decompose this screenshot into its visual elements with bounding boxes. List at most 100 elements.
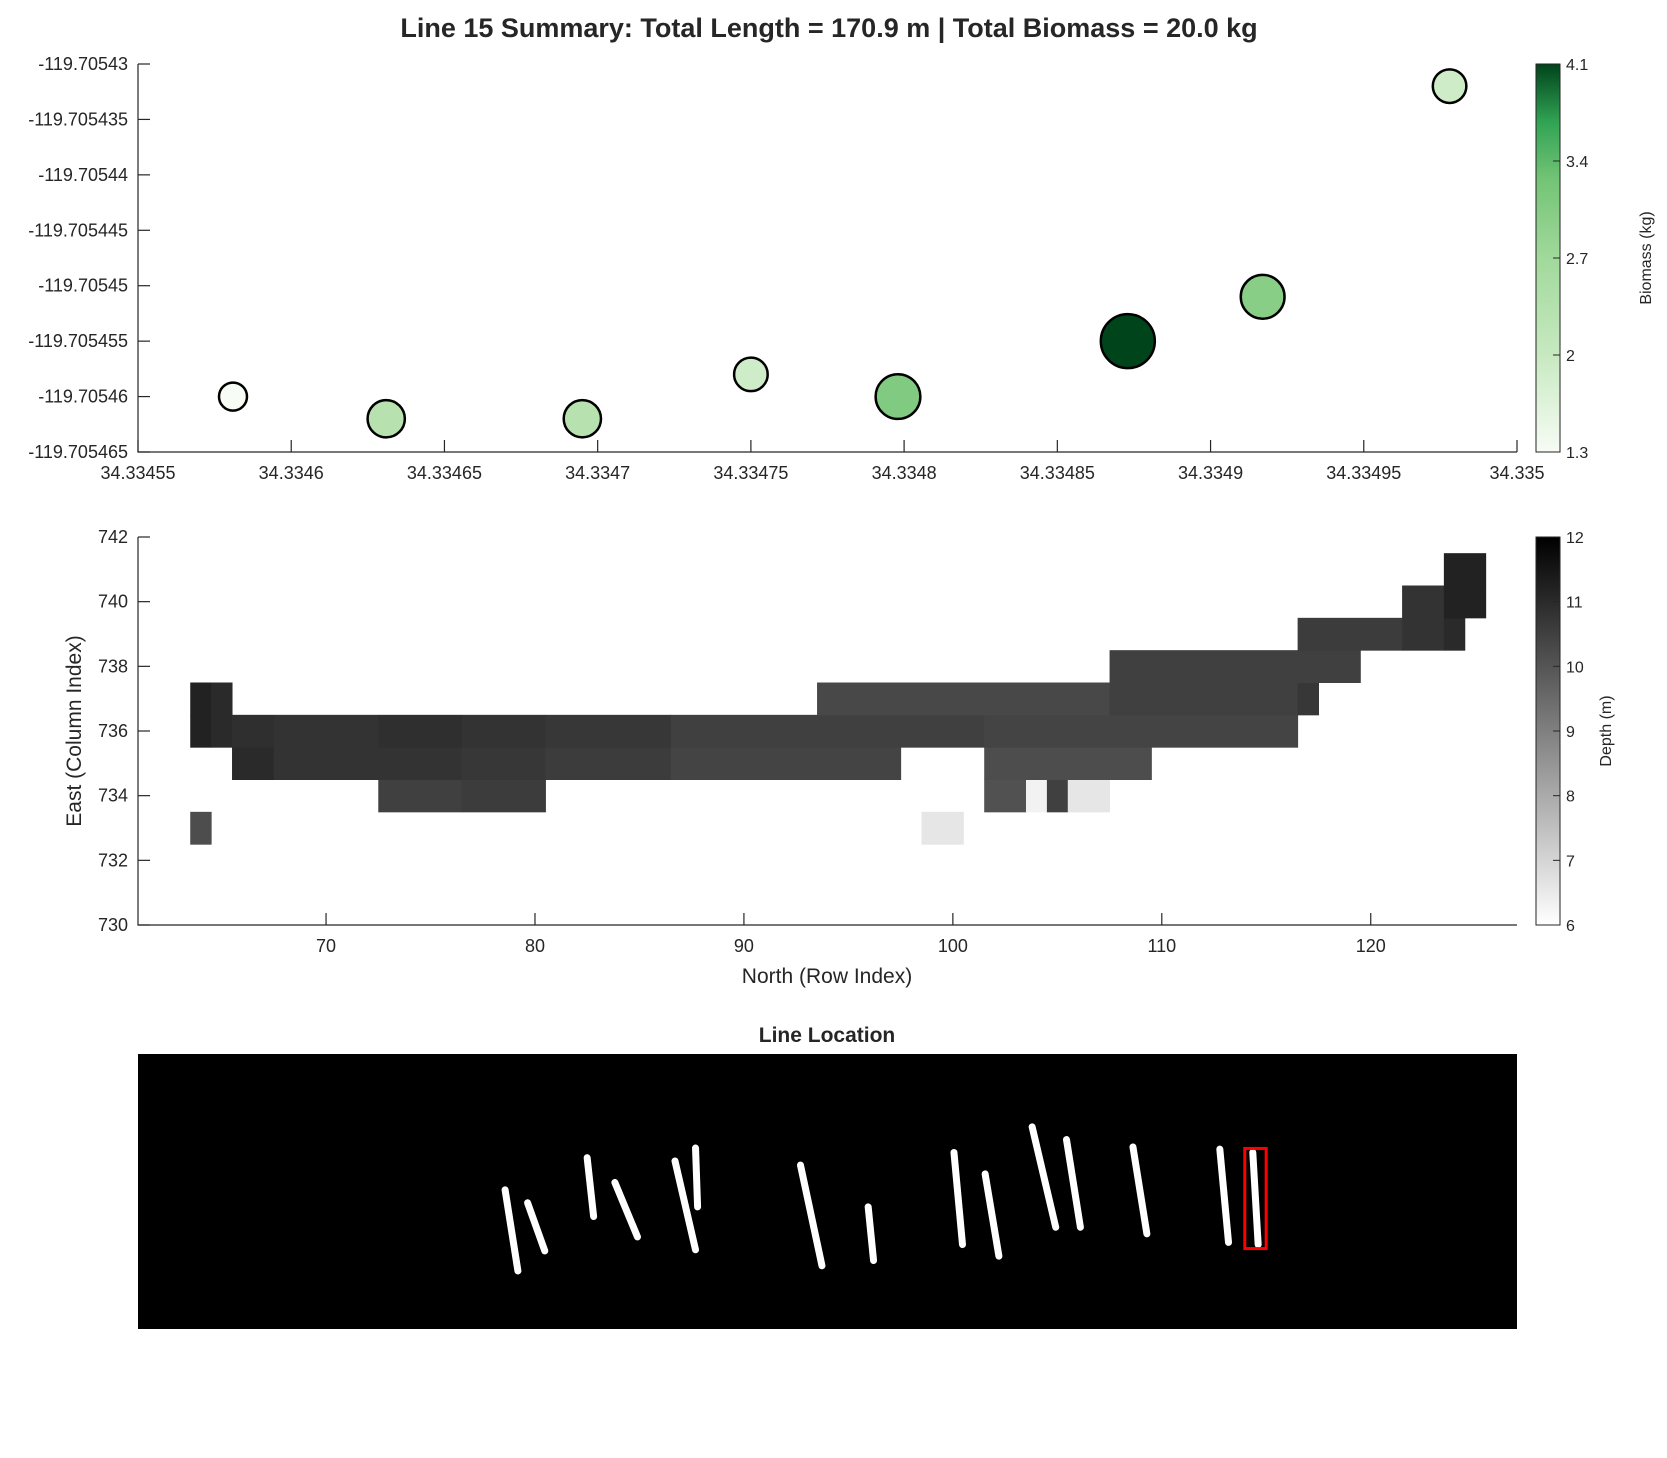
- heatmap-x-ticks: 70 80 90 100 110 120: [316, 913, 1386, 956]
- depth-colorbar-label: Depth (m): [1598, 695, 1615, 766]
- heatmap-cell: [1297, 682, 1320, 716]
- heatmap-cell: [670, 714, 818, 748]
- heatmap-cell: [211, 714, 233, 748]
- survey-line: [981, 1170, 1003, 1260]
- survey-line: [1028, 1123, 1060, 1231]
- heatmap-cell: [984, 779, 1027, 813]
- depth-colorbar-tick-label: 10: [1566, 659, 1584, 676]
- survey-line: [671, 1157, 700, 1254]
- survey-line: [864, 1203, 878, 1265]
- heatmap-y-ticks: 730 732 734 736 738 740 742: [98, 527, 150, 935]
- scatter-point: [732, 356, 769, 393]
- heatmap-axes: 70 80 90 100 110 120 730 732 734 736 738 740 742 No…: [63, 527, 1517, 988]
- survey-line: [583, 1154, 598, 1221]
- survey-line: [1249, 1148, 1262, 1249]
- survey-line: [524, 1199, 549, 1255]
- heatmap-cell: [900, 714, 985, 748]
- heatmap-y-tick-label: 740: [98, 592, 128, 612]
- heatmap-cell: [817, 747, 902, 780]
- heatmap-cell: [1443, 585, 1487, 619]
- heatmap-y-tick-label: 734: [98, 786, 128, 806]
- scatter-y-tick-label: -119.705435: [28, 109, 128, 129]
- survey-line: [501, 1186, 522, 1275]
- scatter-x-tick-label: 34.3347: [565, 463, 630, 483]
- heatmap-cell: [190, 682, 212, 716]
- scatter-axes: 34.33455 34.3346 34.33465 34.3347 34.33475 34…: [28, 54, 1544, 483]
- scatter-x-tick-label: 34.3349: [1178, 463, 1243, 483]
- heatmap-x-tick-label: 100: [938, 936, 968, 956]
- heatmap-cell: [984, 747, 1152, 780]
- heatmap-y-axis-label: East (Column Index): [63, 635, 86, 826]
- heatmap-cell: [1109, 682, 1299, 716]
- heatmap-x-tick-label: 70: [316, 936, 336, 956]
- survey-line: [1062, 1136, 1084, 1231]
- scatter-y-tick-label: -119.70546: [38, 387, 128, 407]
- heatmap-y-tick-label: 738: [98, 656, 128, 676]
- heatmap-x-axis-label: North (Row Index): [742, 965, 912, 988]
- depth-colorbar-tick-label: 8: [1566, 789, 1575, 806]
- heatmap-cell: [545, 747, 672, 780]
- biomass-colorbar-tick-label: 3.4: [1566, 154, 1588, 171]
- scatter-point: [562, 398, 603, 439]
- heatmap-x-tick-label: 120: [1356, 936, 1386, 956]
- location-title: Line Location: [759, 1024, 896, 1047]
- heatmap-cell: [211, 682, 233, 716]
- heatmap-y-tick-label: 736: [98, 721, 128, 741]
- scatter-x-tick-label: 34.3348: [872, 463, 937, 483]
- heatmap-cell: [461, 779, 546, 813]
- heatmap-cell: [1067, 779, 1111, 813]
- biomass-colorbar-label: Biomass (kg): [1638, 211, 1655, 304]
- scatter-x-tick-label: 34.33465: [407, 463, 482, 483]
- heatmap-cell: [232, 714, 275, 748]
- biomass-colorbar-tick-label: 2: [1566, 348, 1575, 365]
- survey-line: [611, 1178, 641, 1241]
- heatmap-y-tick-label: 732: [98, 850, 128, 870]
- heatmap-cell: [378, 714, 463, 748]
- heatmap-cell: [670, 747, 818, 780]
- depth-colorbar-tick-label: 11: [1566, 595, 1583, 612]
- heatmap-cell: [273, 714, 379, 748]
- survey-line: [1216, 1145, 1233, 1246]
- heatmap-cell: [378, 779, 463, 813]
- figure-title: Line 15 Summary: Total Length = 170.9 m …: [400, 13, 1257, 43]
- heatmap-cell: [817, 714, 902, 748]
- scatter-y-ticks: -119.70543 -119.705435 -119.70544 -119.7054…: [28, 54, 150, 462]
- heatmap-y-tick-label: 730: [98, 915, 128, 935]
- heatmap-x-tick-label: 80: [525, 936, 545, 956]
- depth-colorbar-tick-label: 6: [1566, 918, 1575, 935]
- depth-colorbar-tick-label: 12: [1566, 530, 1584, 547]
- scatter-x-ticks: 34.33455 34.3346 34.33465 34.3347 34.33475 34…: [100, 440, 1545, 483]
- scatter-point: [217, 381, 249, 412]
- scatter-y-tick-label: -119.70543: [38, 54, 128, 74]
- heatmap-panel: 70 80 90 100 110 120 730 732 734 736 738 740 742 No…: [63, 527, 1615, 988]
- heatmap-y-tick-label: 742: [98, 527, 128, 547]
- heatmap-x-tick-label: 90: [734, 936, 754, 956]
- scatter-x-tick-label: 34.33455: [100, 463, 175, 483]
- scatter-x-tick-label: 34.335: [1489, 463, 1544, 483]
- scatter-axis-lines: [137, 64, 1517, 453]
- scatter-point: [1099, 312, 1157, 370]
- biomass-colorbar-tick-label: 1.3: [1566, 445, 1588, 462]
- heatmap-cell: [1402, 617, 1445, 651]
- scatter-x-tick-label: 34.3346: [259, 463, 324, 483]
- scatter-point: [874, 372, 922, 421]
- heatmap-cell: [921, 811, 964, 845]
- heatmap-x-tick-label: 110: [1147, 936, 1176, 956]
- depth-colorbar-tick-label: 7: [1566, 853, 1575, 870]
- location-map-background: [138, 1054, 1517, 1329]
- scatter-x-tick-label: 34.33475: [713, 463, 788, 483]
- heatmap-cell: [190, 714, 212, 748]
- scatter-points: [217, 68, 1468, 439]
- heatmap-cell: [1109, 650, 1361, 683]
- depth-colorbar-ticks: 6 7 8 9 10 11 12: [1553, 530, 1584, 935]
- heatmap-cell: [1109, 714, 1299, 748]
- scatter-panel: 34.33455 34.3346 34.33465 34.3347 34.33475 34…: [28, 54, 1655, 483]
- biomass-colorbar-tick-label: 2.7: [1566, 251, 1588, 268]
- heatmap-cell: [900, 682, 985, 716]
- heatmap-cell: [1402, 585, 1445, 619]
- selected-line-highlight: [1243, 1146, 1268, 1251]
- heatmap-cell: [1443, 617, 1466, 651]
- depth-colorbar: 6 7 8 9 10 11 12 Depth (m): [1535, 530, 1615, 935]
- survey-line: [1129, 1143, 1151, 1238]
